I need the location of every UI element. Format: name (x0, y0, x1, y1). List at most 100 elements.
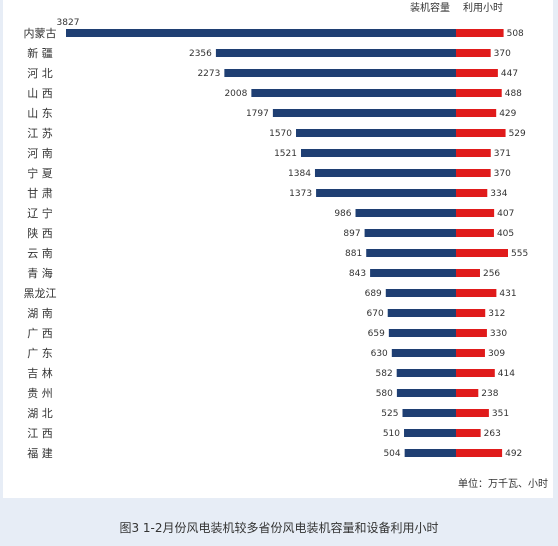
capacity-value-label: 1797 (246, 109, 269, 119)
category-label: 宁 夏 (27, 166, 53, 180)
capacity-value-label: 1570 (269, 129, 292, 139)
category-label: 甘 肃 (27, 187, 53, 200)
capacity-bar (314, 169, 456, 177)
capacity-value-label: 580 (376, 389, 393, 399)
capacity-bar (272, 109, 456, 117)
hours-bar (456, 449, 503, 457)
capacity-bar (387, 309, 456, 317)
unit-note: 单位：万千瓦、小时 (458, 477, 548, 490)
hours-bar (456, 249, 508, 257)
hours-bar (456, 169, 491, 177)
capacity-bar (366, 249, 456, 257)
hours-bar (456, 49, 491, 57)
category-label: 福 建 (27, 446, 53, 460)
capacity-bar (355, 209, 456, 217)
figure-caption: 图3 1-2月份风电装机较多省份风电装机容量和设备利用小时 (119, 521, 439, 535)
capacity-bar (370, 269, 456, 277)
category-label: 新 疆 (27, 46, 53, 60)
hours-value-label: 256 (483, 269, 500, 279)
capacity-bar (224, 69, 456, 77)
hours-bar (456, 89, 502, 97)
capacity-bar (404, 449, 456, 457)
hours-bar (456, 329, 487, 337)
capacity-value-label: 1373 (289, 189, 312, 199)
hours-value-label: 330 (490, 329, 507, 339)
category-label: 江 苏 (27, 127, 53, 140)
hours-bar (456, 349, 485, 357)
capacity-value-label: 1521 (274, 149, 297, 159)
capacity-bar (388, 329, 456, 337)
hours-value-label: 414 (498, 369, 515, 379)
hours-value-label: 263 (484, 429, 501, 439)
category-label: 陕 西 (27, 226, 53, 240)
category-label: 贵 州 (27, 387, 53, 400)
category-label: 江 西 (27, 427, 53, 440)
hours-value-label: 371 (494, 149, 511, 159)
capacity-value-label: 881 (345, 249, 362, 259)
category-label: 河 南 (27, 147, 53, 160)
hours-value-label: 431 (499, 289, 516, 299)
capacity-bar (402, 409, 456, 417)
capacity-value-label: 659 (368, 329, 385, 339)
capacity-bar (66, 29, 456, 37)
hours-bar (456, 389, 479, 397)
capacity-value-label: 2008 (224, 89, 247, 99)
capacity-bar (404, 429, 456, 437)
category-label: 吉 林 (27, 366, 53, 380)
series-header-hours: 利用小时 (463, 2, 503, 14)
capacity-bar (300, 149, 456, 157)
hours-bar (456, 269, 480, 277)
category-label: 青 海 (27, 266, 53, 280)
hours-bar (456, 109, 497, 117)
capacity-value-label: 670 (367, 309, 384, 319)
hours-value-label: 370 (494, 169, 511, 179)
capacity-bar (316, 189, 456, 197)
hours-value-label: 351 (492, 409, 509, 419)
capacity-value-label: 582 (376, 369, 393, 379)
hours-value-label: 508 (507, 29, 524, 39)
capacity-value-label: 986 (334, 209, 351, 219)
capacity-value-label: 689 (365, 289, 382, 299)
hours-value-label: 407 (497, 209, 514, 219)
category-label: 黑龙江 (24, 287, 57, 300)
capacity-value-label: 897 (343, 229, 360, 239)
capacity-bar (215, 49, 456, 57)
hours-value-label: 309 (488, 349, 505, 359)
hours-value-label: 447 (501, 69, 518, 79)
hours-value-label: 429 (499, 109, 516, 119)
category-label: 广 东 (27, 347, 53, 360)
capacity-value-label: 510 (383, 429, 400, 439)
hours-value-label: 312 (488, 309, 505, 319)
category-label: 广 西 (27, 327, 53, 340)
hours-bar (456, 69, 498, 77)
category-label: 山 东 (27, 107, 53, 120)
hours-bar (456, 429, 481, 437)
category-label: 湖 北 (27, 407, 53, 420)
capacity-bar (296, 129, 456, 137)
capacity-value-label: 525 (381, 409, 398, 419)
capacity-value-label: 843 (349, 269, 366, 279)
hours-bar (456, 309, 486, 317)
capacity-value-label: 1384 (288, 169, 311, 179)
category-label: 辽 宁 (27, 206, 53, 220)
hours-bar (456, 289, 497, 297)
category-label: 云 南 (27, 247, 53, 260)
hours-value-label: 488 (505, 89, 522, 99)
hours-bar (456, 409, 489, 417)
hours-bar (456, 209, 495, 217)
hours-value-label: 529 (509, 129, 526, 139)
series-header-capacity: 装机容量 (410, 1, 450, 14)
hours-value-label: 555 (511, 249, 528, 259)
capacity-value-label: 2356 (189, 49, 212, 59)
category-label: 内蒙古 (24, 26, 57, 40)
hours-value-label: 405 (497, 229, 514, 239)
capacity-bar (396, 369, 456, 377)
chart-panel: 装机容量 利用小时 内蒙古 3827 508 新 疆 2356 370 河 北 2273 447 山 … (3, 0, 553, 498)
capacity-bar (391, 349, 456, 357)
hours-value-label: 370 (494, 49, 511, 59)
hours-value-label: 238 (481, 389, 498, 399)
capacity-value-label: 504 (383, 449, 400, 459)
capacity-value-label: 630 (371, 349, 388, 359)
hours-bar (456, 29, 504, 37)
